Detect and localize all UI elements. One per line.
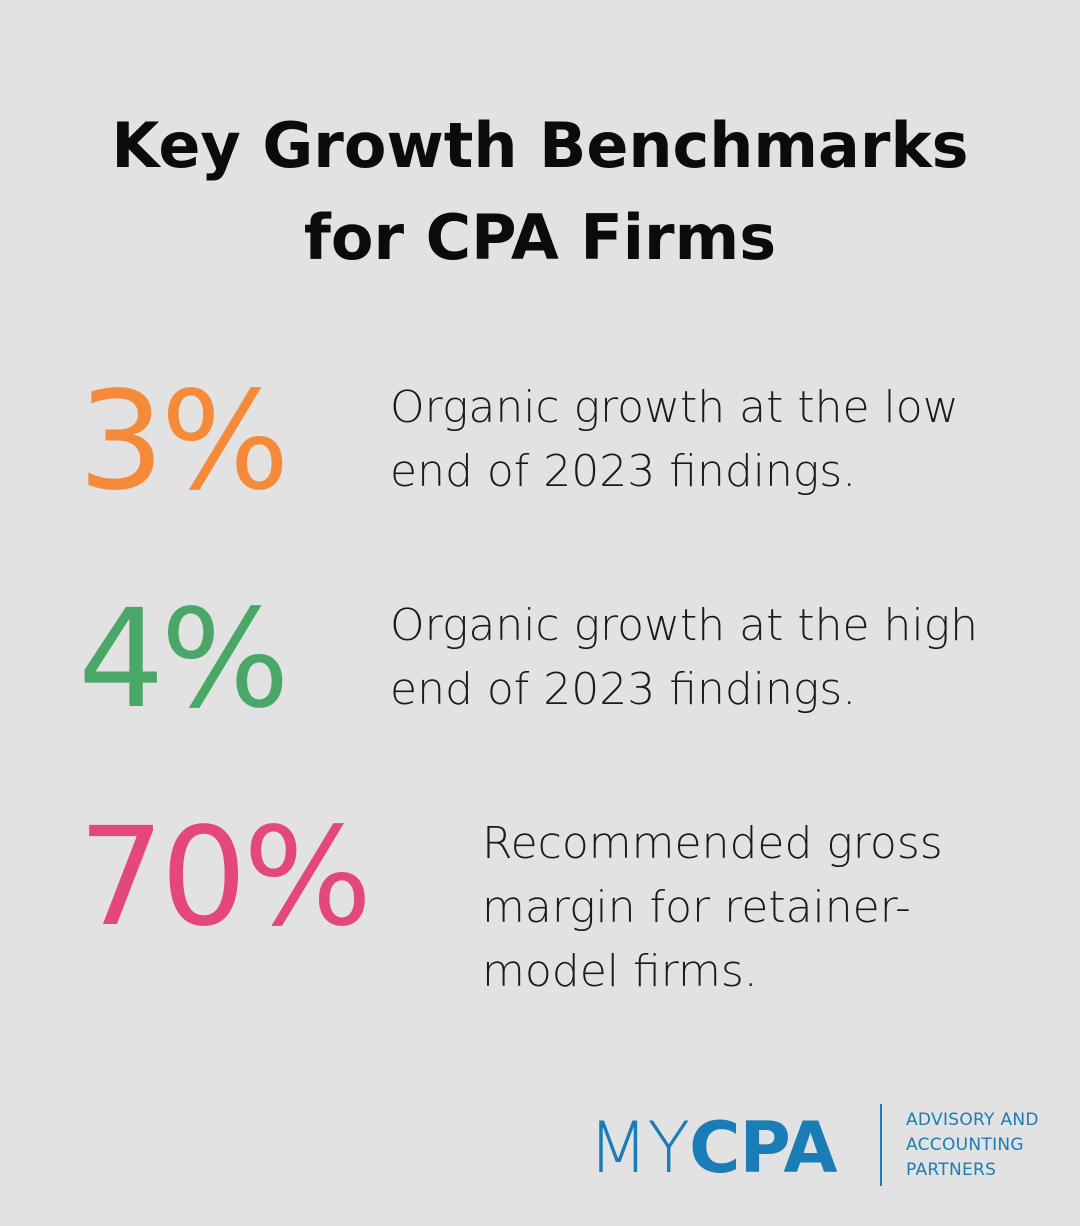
tagline-line-3: PARTNERS	[906, 1160, 997, 1180]
logo-cpa: CPA	[689, 1107, 837, 1189]
stat-value: 3%	[78, 363, 290, 521]
stat-description: Recommended gross margin for retainer-mo…	[482, 818, 943, 997]
stat-value: 70%	[78, 799, 372, 957]
logo-my: MY	[588, 1107, 690, 1189]
page-title: Key Growth Benchmarks for CPA Firms	[0, 100, 1080, 284]
mycpa-logo: MYCPA ADVISORY AND ACCOUNTING PARTNERS	[588, 1104, 1058, 1188]
stat-description: Organic growth at the high end of 2023 f…	[390, 600, 978, 715]
stat-value: 4%	[78, 581, 290, 739]
tagline-line-2: ACCOUNTING	[906, 1135, 1024, 1155]
title-line-2: for CPA Firms	[303, 201, 777, 274]
logo-tagline: ADVISORY AND ACCOUNTING PARTNERS	[906, 1108, 1039, 1183]
stat-description: Organic growth at the low end of 2023 fi…	[390, 382, 959, 497]
logo-divider	[880, 1104, 882, 1186]
tagline-line-1: ADVISORY AND	[906, 1110, 1039, 1130]
title-line-1: Key Growth Benchmarks	[111, 109, 969, 182]
logo-wordmark: MYCPA	[588, 1107, 838, 1189]
